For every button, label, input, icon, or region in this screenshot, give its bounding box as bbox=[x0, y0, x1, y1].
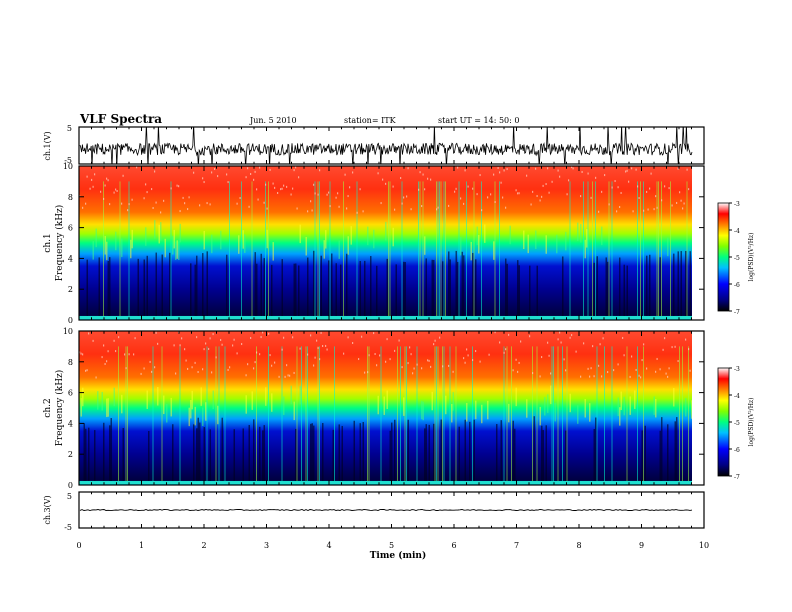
ch1-ytick-bottom: -5 bbox=[64, 156, 72, 165]
y-tick-label: 8 bbox=[68, 193, 73, 202]
ch2-colorbar-label: log(PSD)(V²/Hz) bbox=[748, 398, 755, 447]
y-tick-label: 10 bbox=[63, 162, 73, 171]
colorbar-tick-label: -6 bbox=[734, 447, 740, 454]
x-tick-label: 9 bbox=[639, 541, 644, 550]
x-axis-label: Time (min) bbox=[370, 550, 427, 561]
ch1-colorbar: -3 -4 -5 -6 -7 log(PSD)(V²/Hz) bbox=[717, 201, 755, 316]
x-tick-label: 2 bbox=[201, 541, 206, 550]
y-tick-label: 2 bbox=[68, 450, 73, 459]
ch1-ylabel: ch.1(V) bbox=[43, 131, 52, 160]
ch1-voltage-panel: 5 -5 ch.1(V) bbox=[43, 124, 705, 165]
y-tick-label: 2 bbox=[68, 285, 73, 294]
ch3-voltage-trace bbox=[79, 509, 693, 511]
start-ut-label: start UT = 14: 50: 0 bbox=[438, 116, 519, 125]
ch1-spec-ylabel-line2: Frequency (kHz) bbox=[54, 205, 65, 282]
y-tick-label: 4 bbox=[68, 254, 73, 263]
x-tick-label: 3 bbox=[264, 541, 269, 550]
y-tick-label: 0 bbox=[68, 481, 73, 490]
x-tick-label: 10 bbox=[699, 541, 709, 550]
x-tick-label: 4 bbox=[326, 541, 331, 550]
ch1-spectrogram-panel: 0 2 4 6 8 10 ch.1 Frequency (kHz) bbox=[43, 162, 705, 325]
y-tick-label: 8 bbox=[68, 358, 73, 367]
ch3-ytick-top: 5 bbox=[67, 492, 72, 501]
colorbar-tick-label: -4 bbox=[734, 228, 740, 235]
y-tick-label: 6 bbox=[68, 224, 73, 233]
y-tick-label: 6 bbox=[68, 389, 73, 398]
y-tick-label: 10 bbox=[63, 327, 73, 336]
colorbar-tick-label: -3 bbox=[734, 201, 740, 208]
colorbar-tick-label: -3 bbox=[734, 366, 740, 373]
ch3-ytick-bottom: -5 bbox=[64, 523, 72, 532]
y-tick-label: 0 bbox=[68, 316, 73, 325]
ch1-ytick-top: 5 bbox=[67, 124, 72, 133]
y-tick-label: 4 bbox=[68, 419, 73, 428]
ch2-spectrogram-panel: 0 2 4 6 8 10 ch.2 Frequency (kHz) bbox=[43, 327, 705, 490]
colorbar-tick-label: -5 bbox=[734, 420, 740, 427]
date-label: Jun. 5 2010 bbox=[249, 116, 297, 125]
x-tick-label: 1 bbox=[139, 541, 144, 550]
ch3-voltage-panel: 5 -5 ch.3(V) bbox=[43, 491, 705, 532]
colorbar-tick-label: -7 bbox=[734, 474, 740, 481]
x-tick-label: 5 bbox=[389, 541, 394, 550]
ch2-spec-ylabel-line2: Frequency (kHz) bbox=[54, 370, 65, 447]
figure-title: VLF Spectra bbox=[79, 112, 162, 126]
colorbar-tick-label: -4 bbox=[734, 393, 740, 400]
ch2-colorbar: -3 -4 -5 -6 -7 log(PSD)(V²/Hz) bbox=[717, 366, 755, 481]
x-tick-label: 7 bbox=[514, 541, 519, 550]
ch3-ylabel: ch.3(V) bbox=[43, 495, 52, 524]
colorbar-tick-label: -7 bbox=[734, 309, 740, 316]
station-label: station= ITK bbox=[344, 116, 397, 125]
ch1-colorbar-label: log(PSD)(V²/Hz) bbox=[748, 233, 755, 282]
colorbar-tick-label: -6 bbox=[734, 282, 740, 289]
x-tick-label: 6 bbox=[451, 541, 456, 550]
colorbar-tick-label: -5 bbox=[734, 255, 740, 262]
ch1-spec-ylabel-line1: ch.1 bbox=[43, 233, 53, 252]
ch1-voltage-trace bbox=[79, 127, 693, 164]
x-tick-label: 0 bbox=[76, 541, 81, 550]
x-axis-tick-labels: 0 1 2 3 4 5 6 7 8 9 10 bbox=[76, 541, 709, 550]
x-tick-label: 8 bbox=[576, 541, 581, 550]
ch2-spec-ylabel-line1: ch.2 bbox=[43, 398, 53, 417]
